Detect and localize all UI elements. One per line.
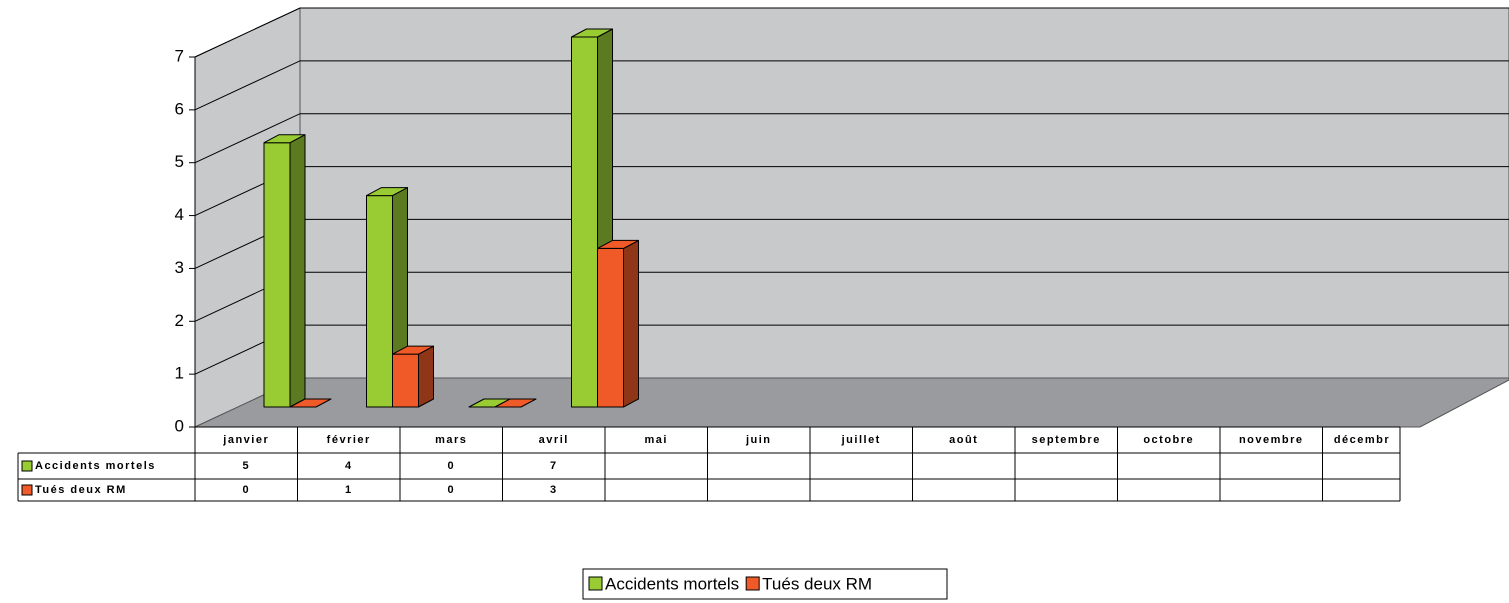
y-tick-label: 6 <box>175 99 184 118</box>
grid-line <box>194 7 1509 58</box>
table-value: 7 <box>550 460 558 472</box>
grid-line <box>194 60 1509 111</box>
y-tick-label: 2 <box>175 311 184 330</box>
bar-side <box>623 239 639 408</box>
bar-top <box>289 398 332 408</box>
table-series-name: Tués deux RM <box>35 484 127 496</box>
y-tick-label: 1 <box>175 364 184 383</box>
bar-front <box>571 36 598 408</box>
legend-label: Accidents mortels <box>605 574 739 593</box>
x-tick-label: octobre <box>1143 434 1194 446</box>
bar-top <box>263 134 306 144</box>
y-tick-label: 0 <box>175 416 184 435</box>
grid-line <box>194 113 1509 164</box>
table-value: 0 <box>447 484 455 496</box>
bar-side <box>289 134 306 408</box>
bar-front <box>366 195 393 408</box>
table-swatch <box>21 484 33 496</box>
bar-front <box>263 142 291 408</box>
bar-top <box>571 28 613 38</box>
x-tick-label: mai <box>645 434 668 446</box>
table-series-name: Accidents mortels <box>35 460 156 472</box>
x-tick-label: septembre <box>1032 434 1101 446</box>
x-tick-label: janvier <box>222 434 269 446</box>
table-value: 0 <box>447 460 455 472</box>
y-tick-label: 4 <box>175 205 184 224</box>
x-tick-label: août <box>949 434 978 446</box>
bar-top <box>597 239 639 249</box>
bar-front <box>392 353 419 408</box>
x-tick-label: mars <box>435 434 467 446</box>
bar-side <box>418 345 434 408</box>
back-wall <box>299 7 1509 379</box>
bar-top <box>392 345 434 355</box>
legend-label: Tués deux RM <box>762 574 872 593</box>
table-value: 0 <box>242 484 250 496</box>
y-tick-label: 5 <box>175 152 184 171</box>
x-tick-label: avril <box>539 434 569 446</box>
table-value: 4 <box>345 460 353 472</box>
legend-box <box>582 568 948 600</box>
bar-front <box>597 247 624 408</box>
table-value: 5 <box>242 460 250 472</box>
y-tick-label: 7 <box>175 46 184 65</box>
table-value: 1 <box>345 484 353 496</box>
legend-swatch <box>745 576 760 591</box>
bar-top <box>494 398 537 408</box>
x-tick-label: juillet <box>841 434 881 446</box>
x-tick-label: février <box>327 434 371 446</box>
x-tick-label: novembre <box>1239 434 1304 446</box>
table-swatch <box>21 460 33 472</box>
table-value: 3 <box>550 484 558 496</box>
x-tick-label: décembr <box>1334 434 1390 446</box>
x-tick-label: juin <box>745 434 772 446</box>
legend-swatch <box>588 576 603 591</box>
y-tick-label: 3 <box>175 258 184 277</box>
bar-top <box>366 187 408 197</box>
